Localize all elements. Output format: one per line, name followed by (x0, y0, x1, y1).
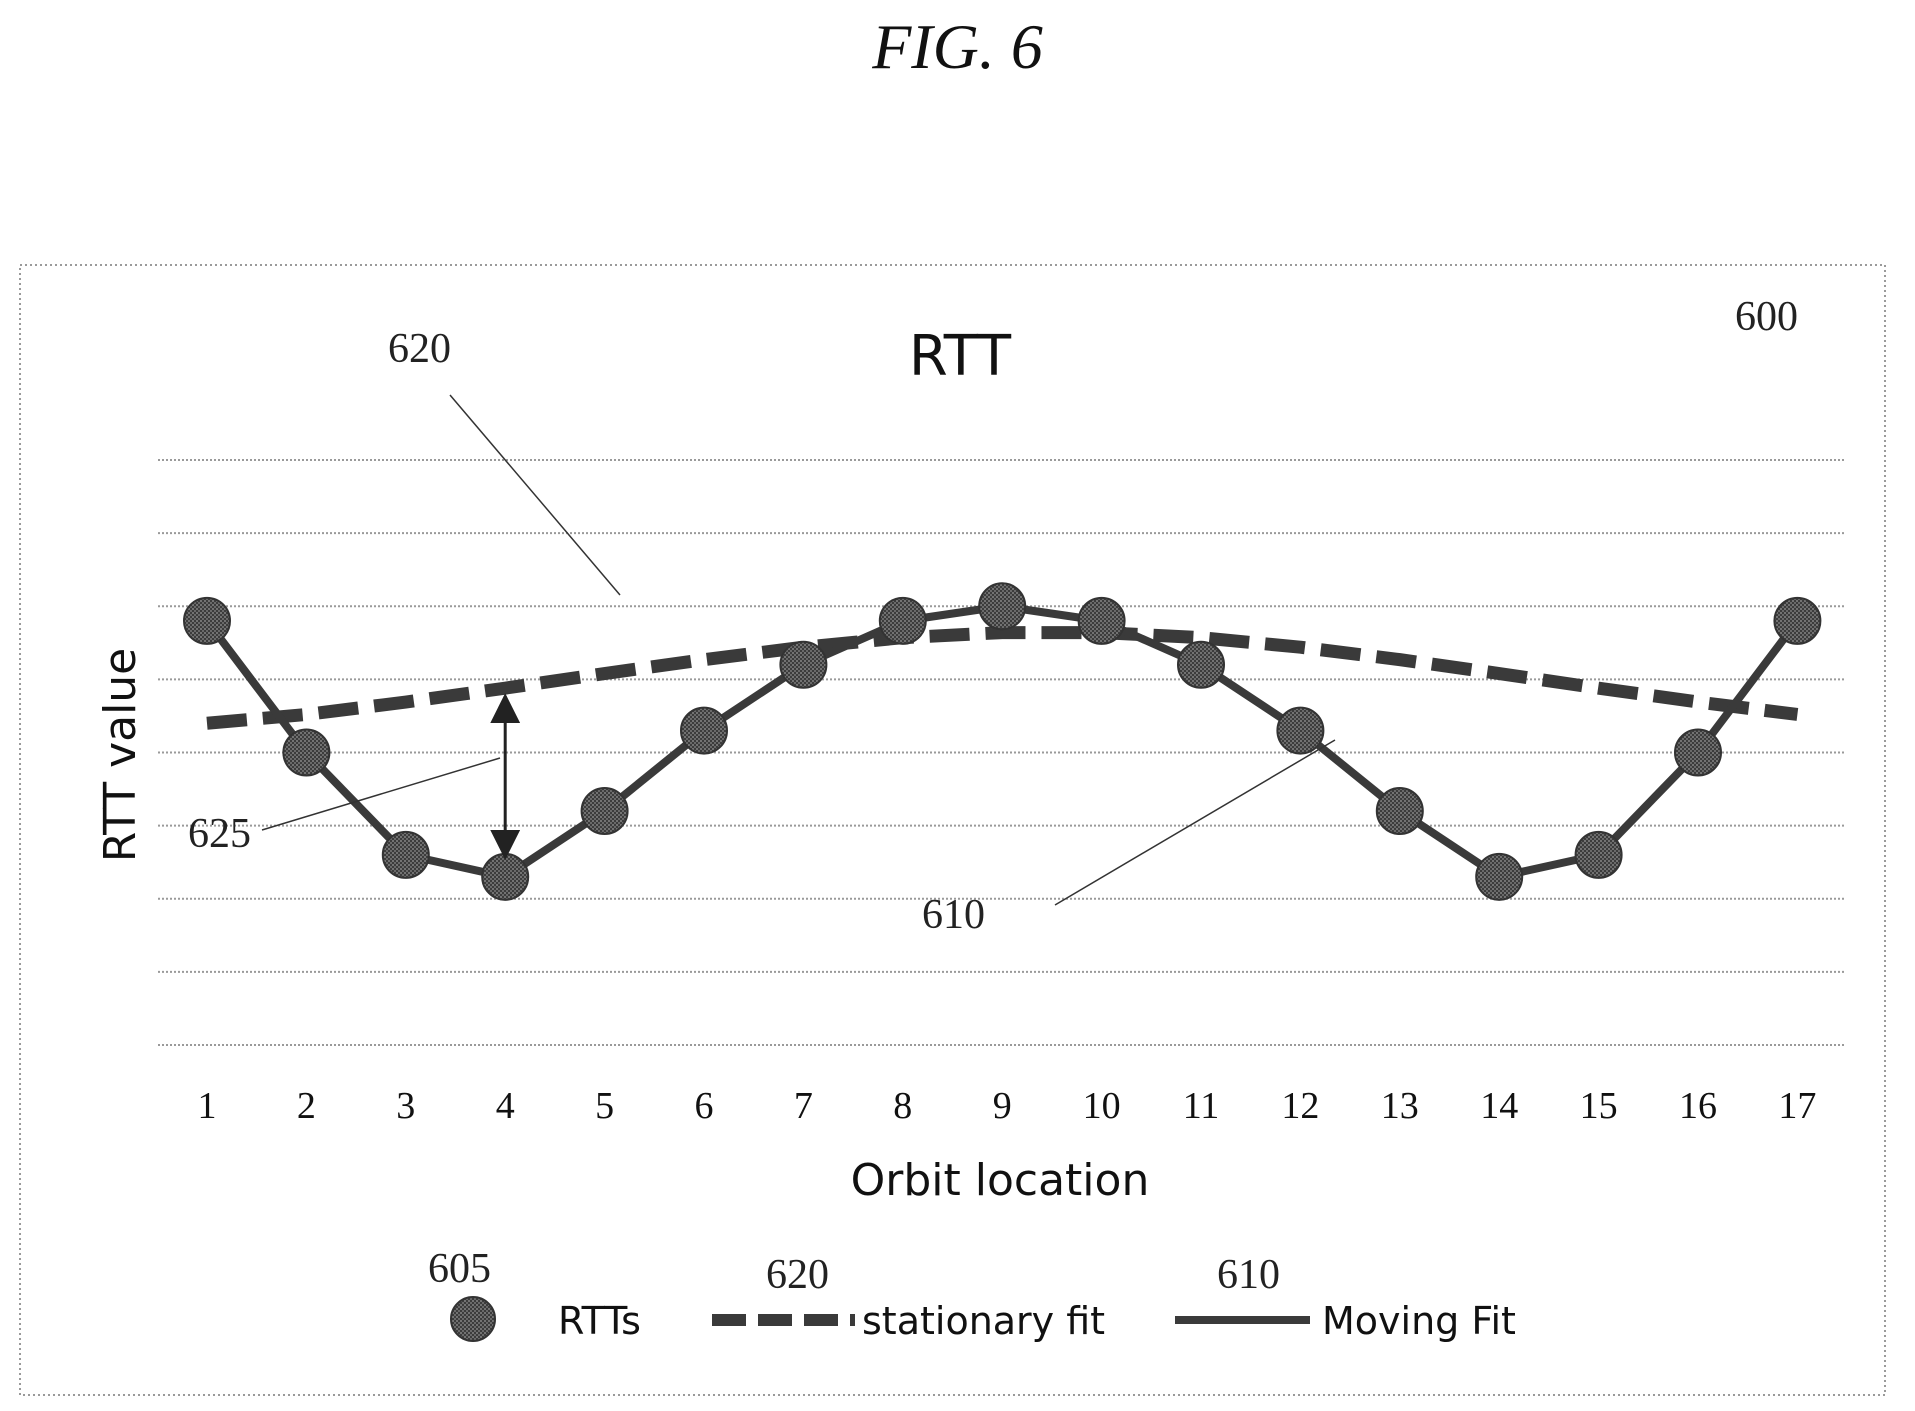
chart-title: RTT (909, 324, 1012, 389)
x-tick-label: 4 (496, 1085, 515, 1127)
rtt-point (580, 787, 629, 835)
x-axis-label: Orbit location (851, 1155, 1150, 1206)
leader-625 (261, 757, 501, 831)
x-tick-label: 1 (198, 1085, 217, 1127)
annotation-625: 625 (188, 811, 251, 857)
rtt-point (282, 728, 331, 777)
x-tick-label: 11 (1183, 1085, 1220, 1127)
leader-620 (449, 394, 621, 596)
chart-frame (19, 264, 1886, 1396)
annotation-610: 610 (922, 892, 985, 938)
leader-610 (1054, 739, 1336, 906)
legend-ref-605: 605 (428, 1246, 491, 1292)
rtt-point (878, 596, 927, 645)
figure-caption: FIG. 6 (872, 11, 1043, 82)
rtt-point (680, 706, 728, 755)
rtt-point (779, 640, 828, 689)
x-tick-label: 5 (595, 1085, 614, 1127)
y-axis-label: RTT value (95, 648, 146, 863)
x-tick-label: 2 (297, 1085, 316, 1127)
rtt-point (978, 582, 1027, 631)
x-tick-label: 10 (1083, 1085, 1121, 1127)
annotation-620: 620 (388, 326, 451, 372)
rtt-point (1177, 640, 1225, 689)
x-tick-label: 3 (396, 1085, 415, 1127)
series-moving-fit-line (203, 602, 1801, 881)
rtt-point (381, 830, 430, 879)
x-tick-label: 16 (1679, 1085, 1717, 1127)
annotation-600: 600 (1735, 294, 1798, 340)
legend-rtts-label: RTTs (558, 1299, 641, 1343)
legend-moving-label: Moving Fit (1322, 1299, 1516, 1343)
x-tick-labels: 1 2 3 4 5 6 7 8 9 10 11 12 13 14 15 16 17 (198, 1085, 1817, 1127)
rtt-point (1773, 596, 1822, 645)
rtt-point (1375, 787, 1424, 835)
legend-stationary-label: stationary fit (862, 1299, 1105, 1343)
x-tick-label: 8 (893, 1085, 912, 1127)
legend-rtts-marker (450, 1296, 496, 1342)
legend-ref-610: 610 (1217, 1252, 1280, 1298)
x-tick-label: 15 (1580, 1085, 1618, 1127)
legend: 605 620 610 RTTs stationary fit Moving F… (428, 1246, 1516, 1343)
rtt-point (1077, 596, 1126, 645)
rtt-point (1475, 852, 1524, 901)
series (183, 582, 1822, 901)
rtt-point (1674, 728, 1722, 777)
legend-ref-620: 620 (766, 1252, 829, 1298)
rtt-point (481, 852, 530, 901)
series-stationary-fit-line (206, 626, 1799, 730)
gridlines (158, 459, 1845, 1046)
x-tick-label: 12 (1281, 1085, 1319, 1127)
x-tick-label: 13 (1381, 1085, 1419, 1127)
x-tick-label: 17 (1778, 1085, 1816, 1127)
x-tick-label: 7 (794, 1085, 813, 1127)
rtt-point (183, 596, 231, 645)
x-tick-label: 6 (695, 1085, 714, 1127)
rtt-point (1276, 706, 1325, 755)
rtt-point (1574, 830, 1623, 879)
x-tick-label: 9 (993, 1085, 1012, 1127)
x-tick-label: 14 (1480, 1085, 1518, 1127)
